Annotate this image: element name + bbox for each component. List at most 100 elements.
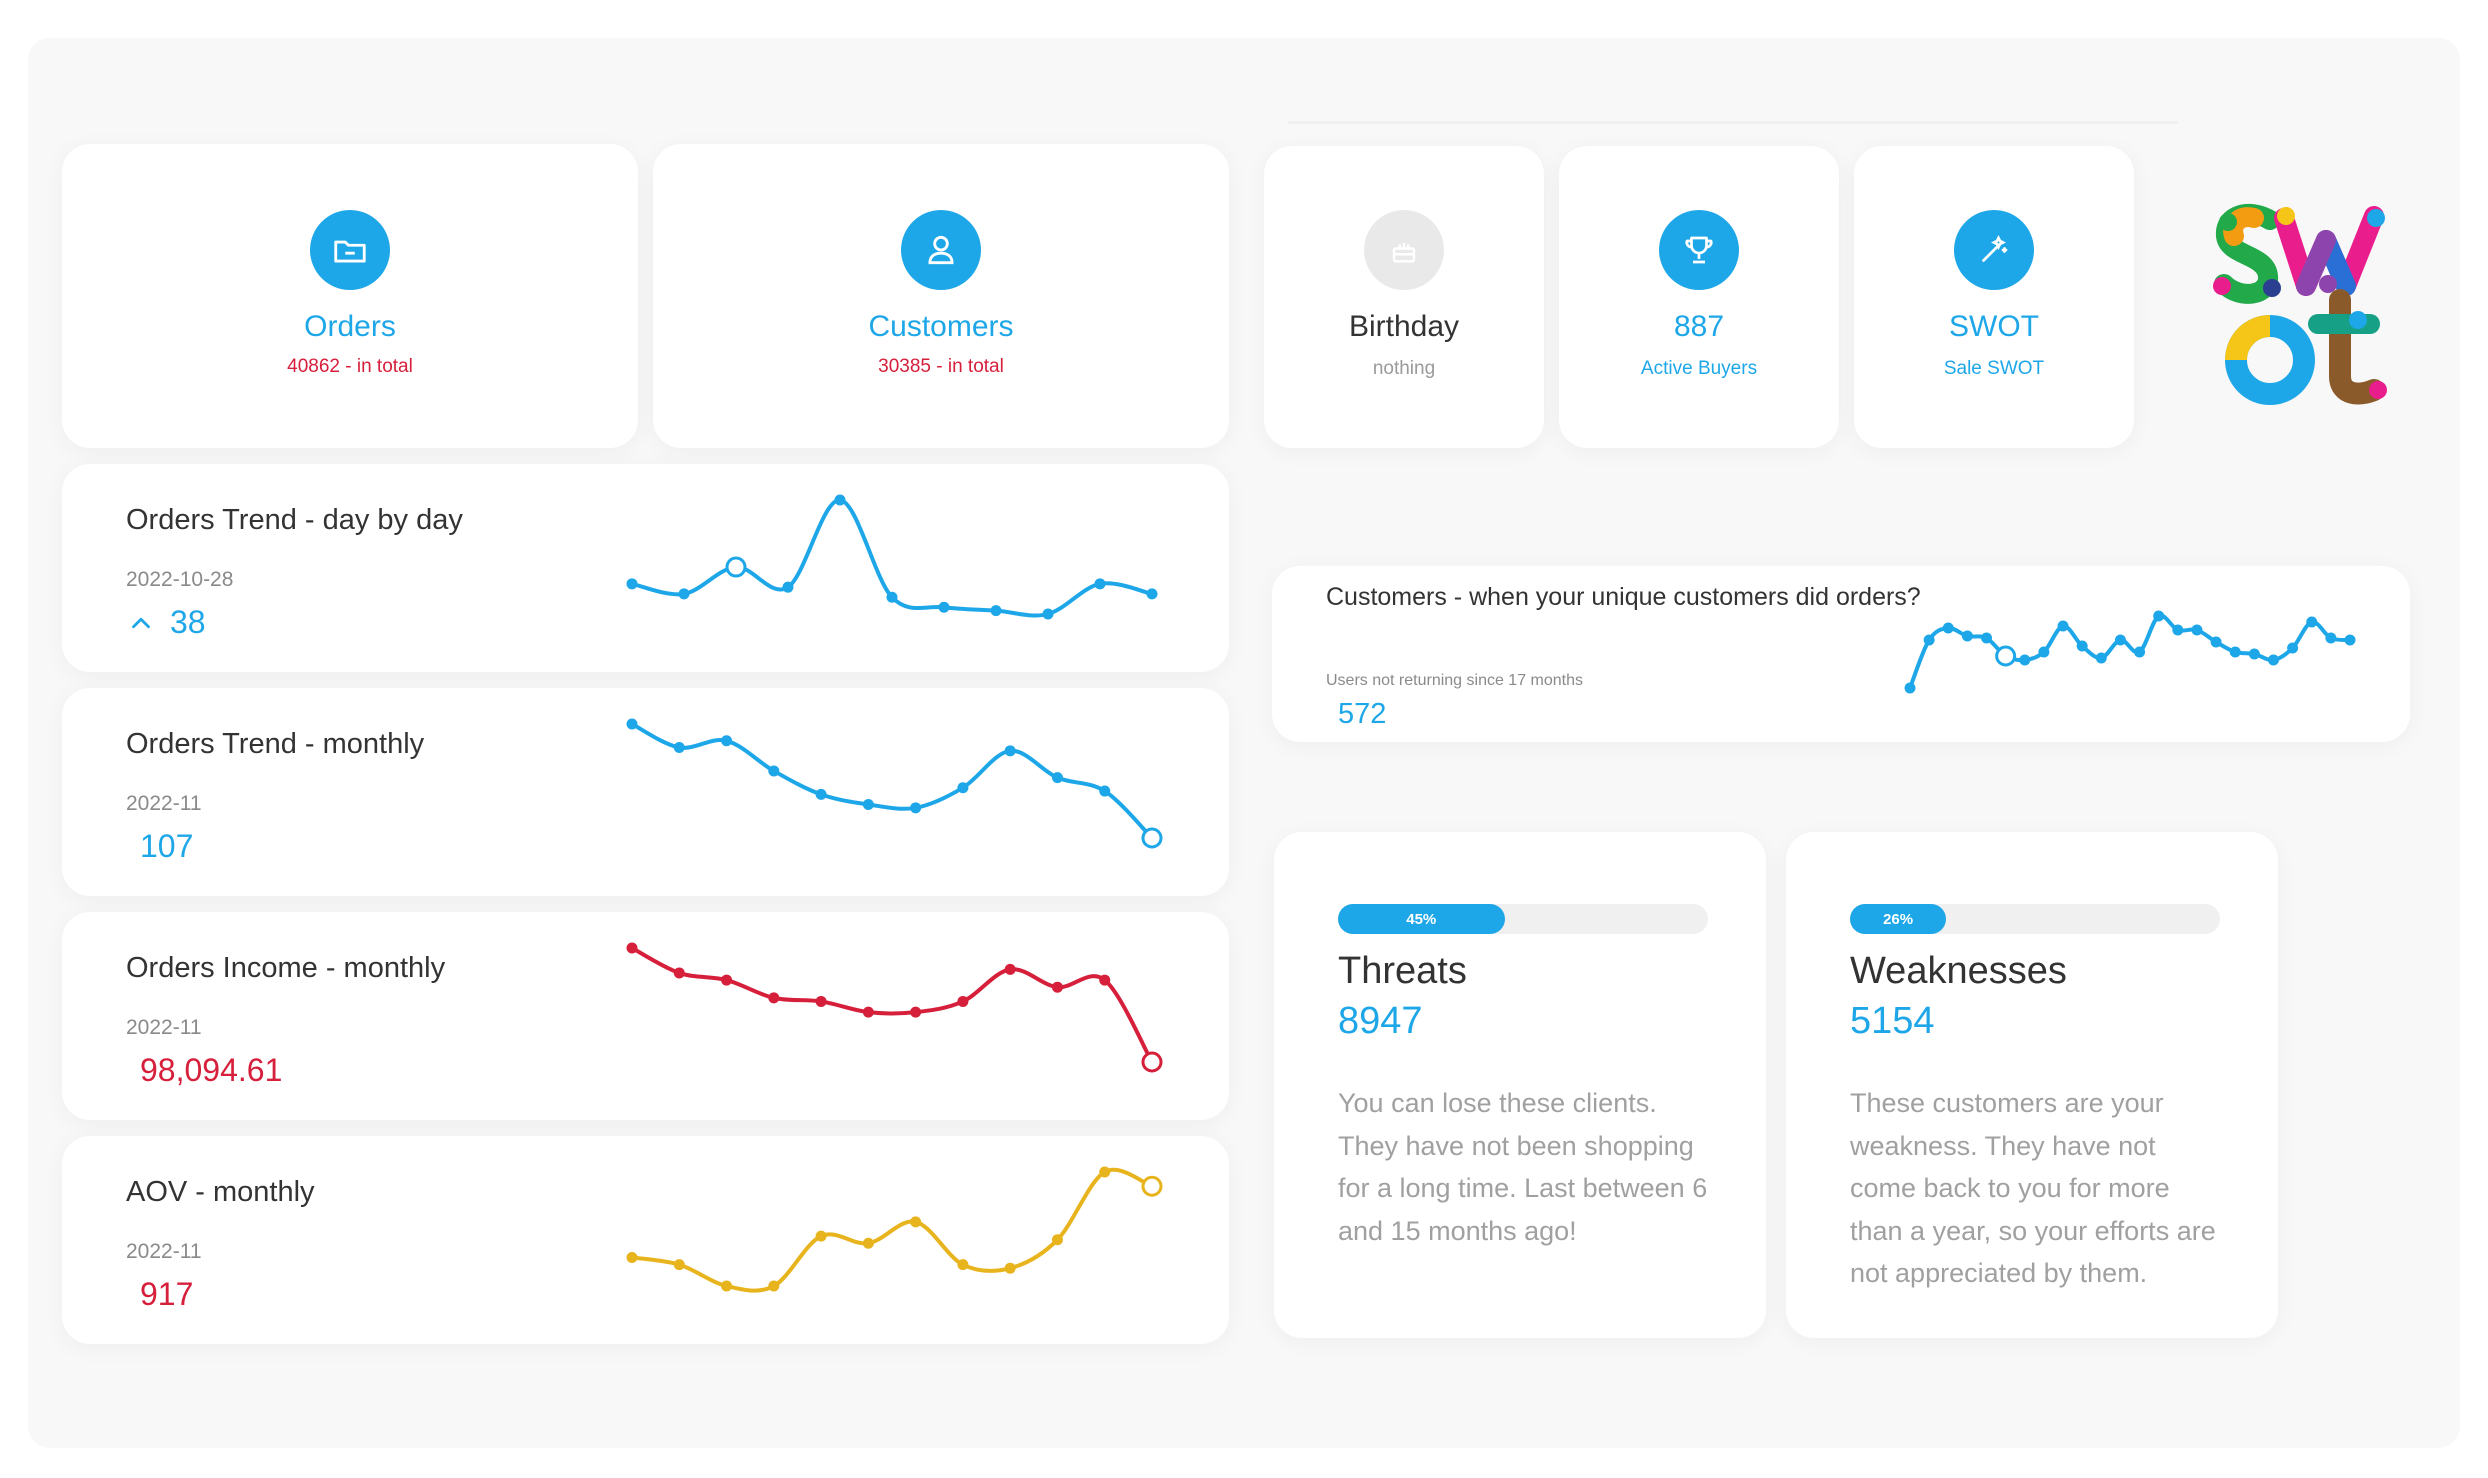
threats-progress-bar: 45% [1338,904,1708,934]
sparkline-point [1004,745,1016,757]
weaknesses-value: 5154 [1850,1000,1935,1042]
sparkline-point [1981,632,1993,644]
active-buyers-card[interactable]: 887 Active Buyers [1559,146,1839,448]
sparkline-point [1051,981,1063,993]
sparkline-point [2153,610,2165,622]
trend-date: 2022-11 [126,1240,202,1263]
sparkline-point [957,782,969,794]
sparkline-point [768,765,780,777]
sparkline-point [782,581,794,593]
sparkline-point [2057,620,2069,632]
orders-income-monthly-card[interactable]: Orders Income - monthly 2022-11 98,094.6… [62,912,1229,1120]
sparkline-highlight-point [725,556,747,578]
sparkline-point [862,798,874,810]
sparkline-point [1051,1234,1063,1246]
trend-title: Orders Trend - day by day [126,504,463,536]
sparkline-point [2076,640,2088,652]
weaknesses-title: Weaknesses [1850,950,2067,992]
trend-date: 2022-11 [126,792,202,815]
aov-monthly-card[interactable]: AOV - monthly 2022-11 917 [62,1136,1229,1344]
trend-value: 38 [170,604,206,640]
swot-card[interactable]: SWOT Sale SWOT [1854,146,2134,448]
sparkline-point [721,974,733,986]
swot-logo [2213,203,2387,405]
sparkline-point [1004,963,1016,975]
sparkline-point [673,1259,685,1271]
sparkline-point [2229,646,2241,658]
weaknesses-progress-fill: 26% [1850,904,1947,934]
sparkline-highlight-point [1995,645,2017,667]
orders-trend-monthly-card[interactable]: Orders Trend - monthly 2022-11 107 [62,688,1229,896]
user-icon [901,210,981,290]
trend-value: 107 [140,828,194,864]
sparkline-point [2095,652,2107,664]
customers-return-card[interactable]: Customers - when your unique customers d… [1272,566,2410,742]
active-buyers-label: Active Buyers [1640,358,1758,379]
sparkline-point [2325,632,2337,644]
sparkline-point [673,967,685,979]
sparkline-line [631,946,1154,1063]
sparkline-point [815,788,827,800]
sparkline-point [1146,588,1158,600]
trend-date: 2022-11 [126,1016,202,1039]
sparkline-point [2019,654,2031,666]
sparkline-point [910,802,922,814]
birthday-title: Birthday [1348,310,1460,343]
sparkline-line [631,1167,1153,1293]
sparkline-point [2038,646,2050,658]
sparkline-chart [626,942,1163,1073]
sparkline-point [721,1280,733,1292]
sparkline-point [1099,785,1111,797]
customers-title: Customers [868,310,1014,343]
threats-title: Threats [1338,950,1467,992]
sparkline-point [678,588,690,600]
trend-title: Orders Trend - monthly [126,728,425,760]
customers-total: 30385 - in total [878,356,1004,377]
sparkline-point [626,718,638,730]
sparkline-point [1904,682,1916,694]
sparkline-point [1961,630,1973,642]
orders-title: Orders [304,310,396,343]
divider [1288,121,2178,124]
sparkline-point [862,1237,874,1249]
birthday-card[interactable]: Birthday nothing [1264,146,1544,448]
birthday-status: nothing [1372,358,1436,379]
sparkline-point [1923,634,1935,646]
customers-card[interactable]: Customers 30385 - in total [653,144,1229,448]
swot-title: SWOT [1949,310,2039,343]
threats-progress-fill: 45% [1338,904,1505,934]
sparkline-line [1908,613,2351,689]
sparkline-point [990,605,1002,617]
sparkline-point [2306,616,2318,628]
trend-title: AOV - monthly [126,1176,315,1208]
trend-date: 2022-10-28 [126,568,234,591]
threats-card[interactable]: 45% Threats 8947 You can lose these clie… [1274,832,1766,1338]
sparkline-point [2267,654,2279,666]
sparkline-point [721,735,733,747]
sparkline-point [815,995,827,1007]
trend-value: 917 [140,1276,194,1312]
sparkline-point [2191,624,2203,636]
sparkline-chart [626,494,1158,620]
sparkline-point [626,578,638,590]
threats-description: You can lose these clients. They have no… [1338,1088,1708,1246]
folder-icon [310,210,390,290]
threats-value: 8947 [1338,1000,1423,1042]
sparkline-point [1042,608,1054,620]
cake-icon [1364,210,1444,290]
sparkline-point [938,601,950,613]
sparkline-point [1099,1166,1111,1178]
customers-return-subtitle: Users not returning since 17 months [1326,672,1584,689]
chevron-up-icon [132,617,150,629]
weaknesses-card[interactable]: 26% Weaknesses 5154 These customers are … [1786,832,2278,1338]
sparkline-point [815,1230,827,1242]
sparkline-point [673,741,685,753]
orders-trend-day-card[interactable]: Orders Trend - day by day 2022-10-28 38 [62,464,1229,672]
sparkline-point [910,1216,922,1228]
sparkline-point [768,992,780,1004]
sparkline-point [626,1252,638,1263]
orders-total: 40862 - in total [287,356,413,377]
orders-card[interactable]: Orders 40862 - in total [62,144,638,448]
sparkline-point [2344,634,2356,646]
sparkline-point [2134,646,2146,658]
